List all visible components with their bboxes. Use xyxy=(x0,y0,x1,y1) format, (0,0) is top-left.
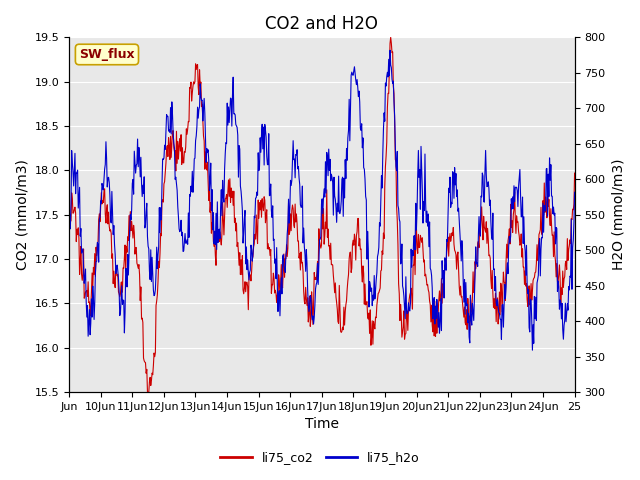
li75_co2 xyxy=(65,221,73,227)
li75_co2 xyxy=(262,211,270,217)
li75_co2 xyxy=(125,238,132,243)
li75_co2 xyxy=(403,312,411,317)
li75_h2o xyxy=(571,190,579,195)
Y-axis label: CO2 (mmol/m3): CO2 (mmol/m3) xyxy=(15,159,29,270)
li75_co2 xyxy=(143,389,151,395)
li75_h2o xyxy=(243,244,250,250)
Title: CO2 and H2O: CO2 and H2O xyxy=(266,15,378,33)
li75_h2o xyxy=(374,254,381,260)
Line: li75_h2o: li75_h2o xyxy=(69,50,575,350)
li75_co2 xyxy=(374,290,382,296)
li75_co2 xyxy=(243,279,251,285)
li75_h2o xyxy=(125,272,132,278)
li75_co2 xyxy=(571,170,579,176)
li75_co2 xyxy=(218,230,226,236)
Line: li75_co2: li75_co2 xyxy=(69,37,575,392)
li75_h2o xyxy=(403,307,410,313)
li75_h2o xyxy=(65,224,73,229)
li75_h2o xyxy=(262,127,269,133)
Legend: li75_co2, li75_h2o: li75_co2, li75_h2o xyxy=(215,446,425,469)
X-axis label: Time: Time xyxy=(305,418,339,432)
li75_co2 xyxy=(387,35,394,40)
li75_h2o xyxy=(386,48,394,53)
Y-axis label: H2O (mmol/m3): H2O (mmol/m3) xyxy=(611,159,625,270)
li75_h2o xyxy=(529,348,536,353)
li75_h2o xyxy=(218,187,225,192)
Text: SW_flux: SW_flux xyxy=(79,48,135,61)
